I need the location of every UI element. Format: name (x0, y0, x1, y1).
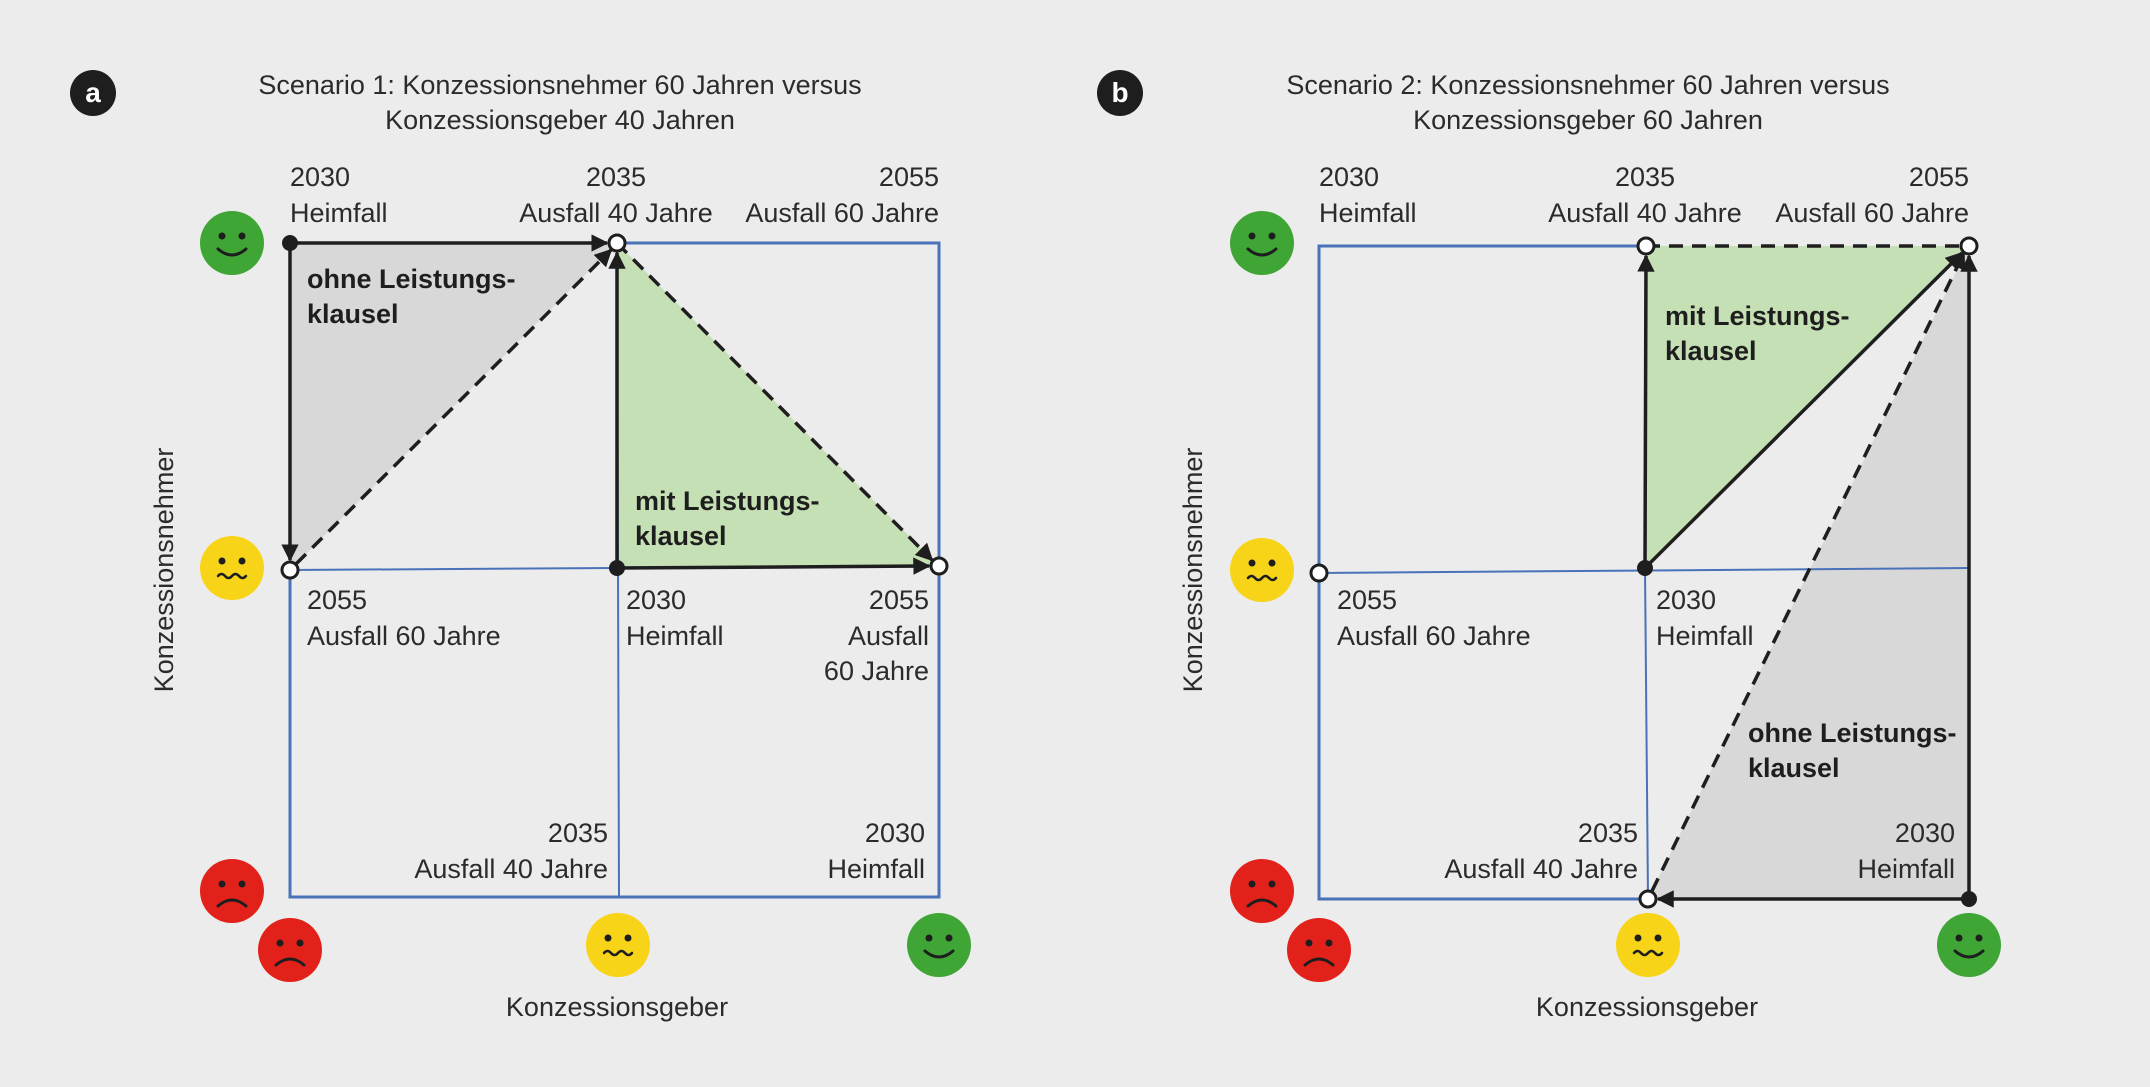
panel-b-y-axis-label: Konzessionsnehmer (1178, 448, 1208, 693)
panel-a-mid-label-2-text: Heimfall (626, 621, 724, 651)
panel-b-bottom-label-1-year: 2035 (1578, 818, 1638, 848)
panel-a-point-2035 (607, 233, 627, 253)
panel-b-y-happy-icon (1228, 209, 1296, 277)
panel-a-top-label-3-text: Ausfall 60 Jahre (745, 198, 939, 228)
panel-a-y-happy-icon (198, 209, 266, 277)
panel-b-bottom-label-2-year: 2030 (1895, 818, 1955, 848)
panel-b-mid-label-2-text: Heimfall (1656, 621, 1754, 651)
panel-a-top-label-1-year: 2030 (290, 162, 350, 192)
panel-b-badge (1097, 70, 1143, 116)
panel-a-top-label-3-year: 2055 (879, 162, 939, 192)
panel-b-point-2035-top (1636, 236, 1656, 256)
panel-a-green-region (617, 243, 939, 568)
panel-a-mid-label-1-year: 2055 (307, 585, 367, 615)
panel-b-point-2030-mid (1637, 560, 1653, 576)
panel-a-green-label-line1: mit Leistungs- (635, 486, 820, 516)
panel-b-title-line1: Scenario 2: Konzessionsnehmer 60 Jahren … (1286, 70, 1889, 100)
panel-a-point-2055-right (929, 556, 949, 576)
panel-b-grey-label-line2: klausel (1748, 753, 1840, 783)
panel-b-point-2055-left (1309, 563, 1329, 583)
panel-a-mid-label-3-text2: 60 Jahre (824, 656, 929, 686)
panel-b-top-label-3-text: Ausfall 60 Jahre (1775, 198, 1969, 228)
panel-a-mid-label-3-text1: Ausfall (848, 621, 929, 651)
panel-a-x-happy-icon (905, 911, 973, 979)
panel-a-title-line2: Konzessionsgeber 40 Jahren (385, 105, 735, 135)
panel-a-y-neutral-icon (198, 534, 266, 602)
panel-b-mid-label-1-year: 2055 (1337, 585, 1397, 615)
panel-a-arrows (281, 234, 934, 575)
panel-a-title-line1: Scenario 1: Konzessionsnehmer 60 Jahren … (258, 70, 861, 100)
panel-b-y-sad-icon (1228, 857, 1296, 925)
panel-a-x-sad-icon (256, 916, 324, 984)
panel-b-bottom-label-2-text: Heimfall (1857, 854, 1955, 884)
panel-b-mid-label-2-year: 2030 (1656, 585, 1716, 615)
panel-b-top-label-2-text: Ausfall 40 Jahre (1548, 198, 1742, 228)
panel-a-badge (70, 70, 116, 116)
panel-b-title-line2: Konzessionsgeber 60 Jahren (1413, 105, 1763, 135)
panel-b-point-2030-bottom (1961, 891, 1977, 907)
panel-b-grey-label-line1: ohne Leistungs- (1748, 718, 1957, 748)
panel-b-bottom-label-1-text: Ausfall 40 Jahre (1444, 854, 1638, 884)
panel-a-grey-label-line2: klausel (307, 299, 399, 329)
panel-b-y-neutral-icon (1228, 536, 1296, 604)
panel-a-y-sad-icon (198, 857, 266, 925)
panel-a-mid-label-2-year: 2030 (626, 585, 686, 615)
panel-a-mid-label-3-year: 2055 (869, 585, 929, 615)
panel-b-x-neutral-icon (1614, 911, 1682, 979)
panel-a-green-label-line2: klausel (635, 521, 727, 551)
panel-b-top-label-2-year: 2035 (1615, 162, 1675, 192)
panel-a-top-label-1-text: Heimfall (290, 198, 388, 228)
panel-a-mid-label-1-text: Ausfall 60 Jahre (307, 621, 501, 651)
panel-b-point-2055-top (1959, 236, 1979, 256)
panel-a-badge-label: a (85, 77, 101, 108)
panel-a-point-start (282, 235, 298, 251)
panel-b-top-label-1-text: Heimfall (1319, 198, 1417, 228)
panel-a-x-neutral-icon (584, 911, 652, 979)
panel-a-x-axis-label: Konzessionsgeber (506, 992, 728, 1022)
panel-a-bottom-label-1-text: Ausfall 40 Jahre (414, 854, 608, 884)
panel-a-top-label-2-text: Ausfall 40 Jahre (519, 198, 713, 228)
panel-b-x-happy-icon (1935, 911, 2003, 979)
panel-b-green-label-line2: klausel (1665, 336, 1757, 366)
panel-a-grey-region (290, 243, 617, 570)
panel-b-top-label-3-year: 2055 (1909, 162, 1969, 192)
panel-b-mid-label-1-text: Ausfall 60 Jahre (1337, 621, 1531, 651)
panel-a-y-axis-label: Konzessionsnehmer (149, 448, 179, 693)
panel-b-badge-label: b (1111, 77, 1128, 108)
panel-b-x-sad-icon (1285, 916, 1353, 984)
panel-a-bottom-label-2-year: 2030 (865, 818, 925, 848)
panel-a-grey-label-line1: ohne Leistungs- (307, 264, 516, 294)
panel-a-top-label-2-year: 2035 (586, 162, 646, 192)
panel-a-bottom-label-2-text: Heimfall (827, 854, 925, 884)
panel-a-point-2055-left (280, 560, 300, 580)
panel-b-x-axis-label: Konzessionsgeber (1536, 992, 1758, 1022)
panel-a-bottom-label-1-year: 2035 (548, 818, 608, 848)
panel-b-green-label-line1: mit Leistungs- (1665, 301, 1850, 331)
panel-a: a Scenario 1: Konzessionsnehmer 60 Jahre… (70, 70, 973, 1022)
panel-b-point-2035-bottom (1638, 889, 1658, 909)
panel-b: b Scenario 2: Konzessionsnehmer 60 Jahre… (1097, 70, 2003, 1022)
panel-a-point-2030-mid (609, 560, 625, 576)
panel-b-arrows (1637, 244, 1978, 908)
panel-b-top-label-1-year: 2030 (1319, 162, 1379, 192)
